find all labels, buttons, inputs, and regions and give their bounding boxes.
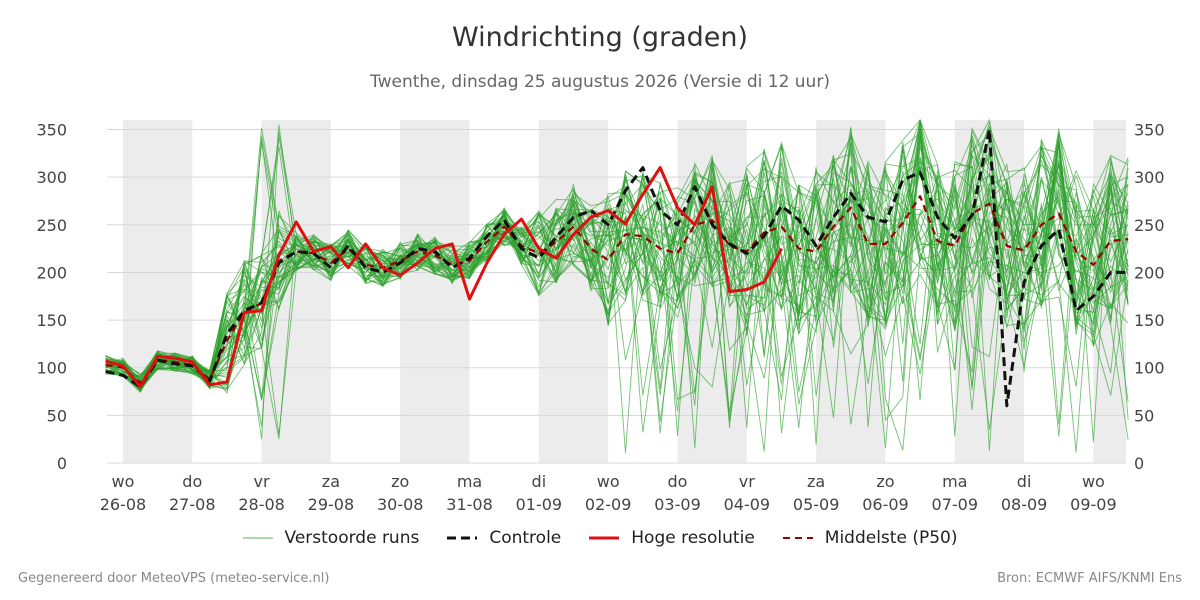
- x-tick-day: za: [322, 472, 340, 491]
- x-tick-day: ma: [457, 472, 482, 491]
- legend-swatch-control: [447, 536, 478, 540]
- legend-swatch-median: [782, 537, 813, 539]
- y-tick-label-left: 150: [36, 311, 67, 330]
- x-tick-day: ma: [942, 472, 967, 491]
- legend: Verstoorde runs Controle Hoge resolutie …: [0, 528, 1200, 548]
- y-tick-label-left: 50: [47, 406, 67, 425]
- y-axis-right: 0 50 100 150 200 250 300 350: [1134, 121, 1165, 473]
- y-tick-label-left: 250: [36, 216, 67, 235]
- x-tick-day: wo: [1082, 472, 1105, 491]
- legend-swatch-perturbed: [242, 537, 273, 539]
- x-tick-date: 03-09: [654, 495, 701, 514]
- legend-swatch-highres: [589, 536, 620, 540]
- footer-generator: Gegenereerd door MeteoVPS (meteo-service…: [18, 571, 330, 586]
- legend-item-median: Middelste (P50): [782, 528, 958, 548]
- x-tick-date: 07-09: [932, 495, 979, 514]
- x-tick-day: vr: [739, 472, 755, 491]
- x-tick-date: 27-08: [169, 495, 216, 514]
- night-band: [538, 120, 609, 463]
- ensemble-run-line: [105, 148, 1129, 440]
- ensemble-run-line: [105, 166, 1129, 420]
- ensemble-run-line: [105, 121, 1129, 446]
- x-tick-day: vr: [254, 472, 270, 491]
- x-tick-date: 04-09: [724, 495, 771, 514]
- x-tick-day: do: [668, 472, 688, 491]
- ensemble-run-line: [105, 137, 1129, 437]
- y-tick-label-right: 200: [1134, 263, 1165, 282]
- legend-item-control: Controle: [447, 528, 561, 548]
- legend-label-median: Middelste (P50): [824, 528, 958, 548]
- night-band: [400, 120, 470, 463]
- y-tick-label-left: 0: [57, 454, 67, 473]
- legend-item-perturbed: Verstoorde runs: [242, 528, 420, 548]
- ensemble-run-line: [105, 119, 1129, 423]
- night-band: [122, 120, 193, 463]
- x-tick-date: 08-09: [1001, 495, 1048, 514]
- ensemble-run-line: [105, 134, 1129, 389]
- main-series: [105, 128, 1129, 408]
- y-tick-label-right: 50: [1134, 406, 1154, 425]
- x-tick-day: di: [1017, 472, 1032, 491]
- ensemble-run-line: [105, 135, 1129, 386]
- y-axis-left: 0 50 100 150 200 250 300 350: [36, 121, 67, 473]
- x-tick-day: zo: [876, 472, 894, 491]
- x-tick-date: 29-08: [308, 495, 355, 514]
- series-highres-line: [105, 166, 783, 389]
- chart-title: Windrichting (graden): [451, 22, 749, 53]
- x-tick-date: 30-08: [377, 495, 424, 514]
- series-median-line: [105, 195, 1129, 385]
- x-tick-date: 01-09: [516, 495, 563, 514]
- x-tick-day: wo: [112, 472, 135, 491]
- x-tick-day: zo: [391, 472, 409, 491]
- legend-label-highres: Hoge resolutie: [631, 528, 755, 548]
- x-tick-date: 05-09: [793, 495, 840, 514]
- x-tick-date: 09-09: [1070, 495, 1117, 514]
- ensemble-run-line: [105, 139, 1129, 418]
- x-tick-date: 31-08: [446, 495, 493, 514]
- legend-label-perturbed: Verstoorde runs: [284, 528, 420, 548]
- y-tick-label-left: 100: [36, 359, 67, 378]
- x-tick-day: wo: [597, 472, 620, 491]
- ensemble-run-line: [105, 141, 1129, 454]
- legend-label-control: Controle: [489, 528, 562, 548]
- y-tick-label-right: 350: [1134, 121, 1165, 140]
- y-tick-label-left: 300: [36, 168, 67, 187]
- x-tick-date: 06-09: [862, 495, 909, 514]
- ensemble-run-line: [105, 141, 1129, 428]
- y-tick-label-right: 0: [1134, 454, 1144, 473]
- ensemble-run-line: [105, 161, 1129, 401]
- x-tick-date: 02-09: [585, 495, 632, 514]
- x-tick-day: za: [807, 472, 825, 491]
- footer-source: Bron: ECMWF AIFS/KNMI Ens: [997, 571, 1182, 586]
- chart-subtitle: Twenthe, dinsdag 25 augustus 2026 (Versi…: [370, 72, 830, 92]
- ensemble-run-line: [105, 124, 1129, 383]
- x-tick-date: 28-08: [238, 495, 285, 514]
- y-tick-label-left: 200: [36, 263, 67, 282]
- ensemble-run-line: [105, 119, 1129, 410]
- y-tick-label-right: 100: [1134, 359, 1165, 378]
- y-tick-label-right: 250: [1134, 216, 1165, 235]
- x-axis: wo 26-08 do 27-08 vr 28-08 za 29-08 zo 30-08 ma 31-…: [100, 472, 1117, 514]
- y-tick-label-right: 150: [1134, 311, 1165, 330]
- x-tick-date: 26-08: [100, 495, 147, 514]
- legend-item-highres: Hoge resolutie: [589, 528, 755, 548]
- y-tick-label-left: 350: [36, 121, 67, 140]
- x-tick-day: do: [182, 472, 202, 491]
- y-tick-label-right: 300: [1134, 168, 1165, 187]
- ensemble-run-line: [105, 126, 1129, 434]
- x-tick-day: di: [532, 472, 547, 491]
